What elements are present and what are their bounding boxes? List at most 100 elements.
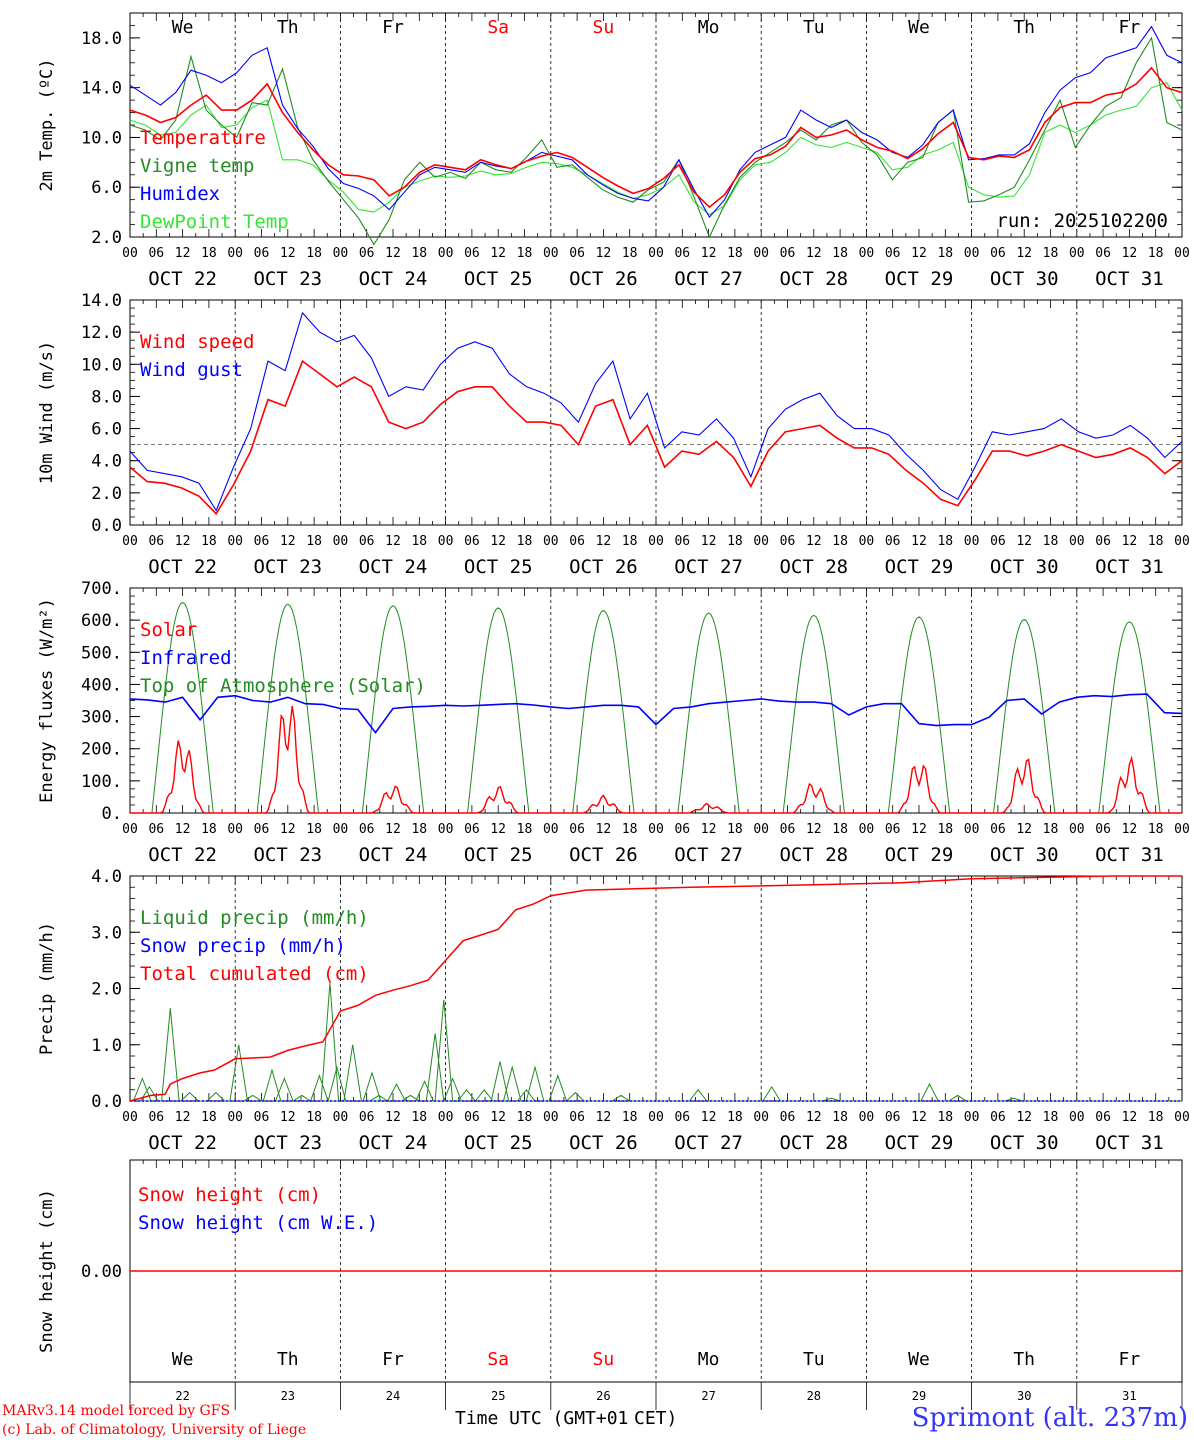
energy-hour-label: 00 xyxy=(122,822,138,837)
energy-date-label: OCT 29 xyxy=(885,844,954,866)
wind-hour-label: 18 xyxy=(832,534,848,549)
precip-date-label: OCT 26 xyxy=(569,1132,638,1154)
energy-hour-label: 00 xyxy=(333,822,349,837)
temperature-hour-label: 12 xyxy=(806,246,822,261)
precip-hour-label: 00 xyxy=(964,1110,980,1125)
precip-hour-label: 06 xyxy=(148,1110,164,1125)
energy-hour-label: 00 xyxy=(227,822,243,837)
energy-hour-label: 12 xyxy=(911,822,927,837)
energy-hour-label: 12 xyxy=(385,822,401,837)
precip-hour-label: 18 xyxy=(937,1110,953,1125)
wind-ytick-label: 0.0 xyxy=(91,516,122,536)
temperature-hour-label: 12 xyxy=(911,246,927,261)
wind-hour-label: 18 xyxy=(1043,534,1059,549)
weekday-label-top: Fr xyxy=(382,17,404,38)
solar-line xyxy=(130,705,1182,814)
energy-hour-label: 18 xyxy=(937,822,953,837)
wind-ytick-label: 8.0 xyxy=(91,387,122,407)
precip-hour-label: 12 xyxy=(911,1110,927,1125)
precip-legend-entry: Total cumulated (cm) xyxy=(140,963,369,985)
energy-hour-label: 12 xyxy=(806,822,822,837)
wind-ylabel: 10m Wind (m/s) xyxy=(37,341,57,484)
precip-date-label: OCT 31 xyxy=(1095,1132,1164,1154)
energy-hour-label: 00 xyxy=(543,822,559,837)
temperature-hour-label: 12 xyxy=(596,246,612,261)
wind-date-label: OCT 27 xyxy=(674,556,743,578)
wind-hour-label: 00 xyxy=(753,534,769,549)
wind-hour-label: 00 xyxy=(859,534,875,549)
wind-hour-label: 06 xyxy=(464,534,480,549)
temperature-hour-label: 00 xyxy=(1174,246,1190,261)
snow-ylabel: Snow height (cm) xyxy=(37,1189,57,1353)
energy-hour-label: 12 xyxy=(1016,822,1032,837)
energy-hour-label: 06 xyxy=(569,822,585,837)
energy-date-label: OCT 30 xyxy=(990,844,1059,866)
temperature-hour-label: 00 xyxy=(1069,246,1085,261)
precip-hour-label: 00 xyxy=(122,1110,138,1125)
temperature-hour-label: 18 xyxy=(832,246,848,261)
temperature-hour-label: 06 xyxy=(148,246,164,261)
weekday-label-bottom: Mo xyxy=(698,1349,720,1370)
energy-date-label: OCT 23 xyxy=(253,844,322,866)
precip-hour-label: 00 xyxy=(648,1110,664,1125)
energy-hour-label: 06 xyxy=(674,822,690,837)
precip-hour-label: 12 xyxy=(175,1110,191,1125)
energy-ytick-label: 200. xyxy=(81,740,122,760)
temperature-date-label: OCT 28 xyxy=(779,268,848,290)
energy-date-label: OCT 25 xyxy=(464,844,533,866)
wind-date-label: OCT 29 xyxy=(885,556,954,578)
precip-hour-label: 18 xyxy=(517,1110,533,1125)
temperature-hour-label: 00 xyxy=(122,246,138,261)
temperature-hour-label: 18 xyxy=(622,246,638,261)
temperature-hour-label: 18 xyxy=(306,246,322,261)
wind-ytick-label: 6.0 xyxy=(91,420,122,440)
temperature-date-label: OCT 24 xyxy=(359,268,428,290)
wind-hour-label: 18 xyxy=(201,534,217,549)
precip-hour-label: 18 xyxy=(622,1110,638,1125)
model-credit: MARv3.14 model forced by GFS xyxy=(2,1403,230,1419)
day-number-label: 23 xyxy=(281,1389,295,1403)
temperature-hour-label: 18 xyxy=(201,246,217,261)
wind-hour-label: 06 xyxy=(990,534,1006,549)
energy-hour-label: 18 xyxy=(411,822,427,837)
wind-ytick-label: 12.0 xyxy=(81,323,122,343)
day-grid-lines xyxy=(234,13,1078,1382)
temperature-hour-label: 12 xyxy=(385,246,401,261)
temperature-hour-label: 00 xyxy=(333,246,349,261)
wind-hour-label: 06 xyxy=(885,534,901,549)
weekday-label-top: Sa xyxy=(487,17,509,38)
temperature-hour-label: 00 xyxy=(438,246,454,261)
precip-date-label: OCT 25 xyxy=(464,1132,533,1154)
wind-hour-label: 18 xyxy=(411,534,427,549)
wind-hour-label: 00 xyxy=(1174,534,1190,549)
weekday-label-bottom: Fr xyxy=(382,1349,404,1370)
day-number-label: 26 xyxy=(596,1389,610,1403)
energy-ytick-label: 100. xyxy=(81,772,122,792)
liquid-precip-line xyxy=(130,982,1182,1102)
wind-date-label: OCT 31 xyxy=(1095,556,1164,578)
wind-hour-label: 18 xyxy=(306,534,322,549)
wind-hour-label: 00 xyxy=(333,534,349,549)
temperature-hour-label: 12 xyxy=(280,246,296,261)
temperature-hour-label: 12 xyxy=(1016,246,1032,261)
data-series xyxy=(129,25,1183,1272)
temperature-hour-label: 12 xyxy=(701,246,717,261)
wind-date-label: OCT 24 xyxy=(359,556,428,578)
energy-ytick-label: 0. xyxy=(102,804,122,824)
temperature-hour-label: 06 xyxy=(569,246,585,261)
weekday-label-top: We xyxy=(172,17,194,38)
precip-hour-label: 00 xyxy=(333,1110,349,1125)
temperature-series-line xyxy=(129,82,1183,216)
precip-hour-label: 06 xyxy=(1095,1110,1111,1125)
energy-ytick-label: 600. xyxy=(81,611,122,631)
wind-ytick-label: 2.0 xyxy=(91,484,122,504)
weekday-label-top: Th xyxy=(277,17,299,38)
energy-hour-label: 12 xyxy=(701,822,717,837)
wind-date-label: OCT 28 xyxy=(779,556,848,578)
energy-hour-label: 18 xyxy=(1043,822,1059,837)
wind-hour-label: 06 xyxy=(148,534,164,549)
weekday-label-bottom: Fr xyxy=(1119,1349,1141,1370)
temperature-legend-entry: Humidex xyxy=(140,183,220,205)
cumulated-precip-line xyxy=(129,875,1182,1102)
precip-hour-label: 18 xyxy=(1043,1110,1059,1125)
